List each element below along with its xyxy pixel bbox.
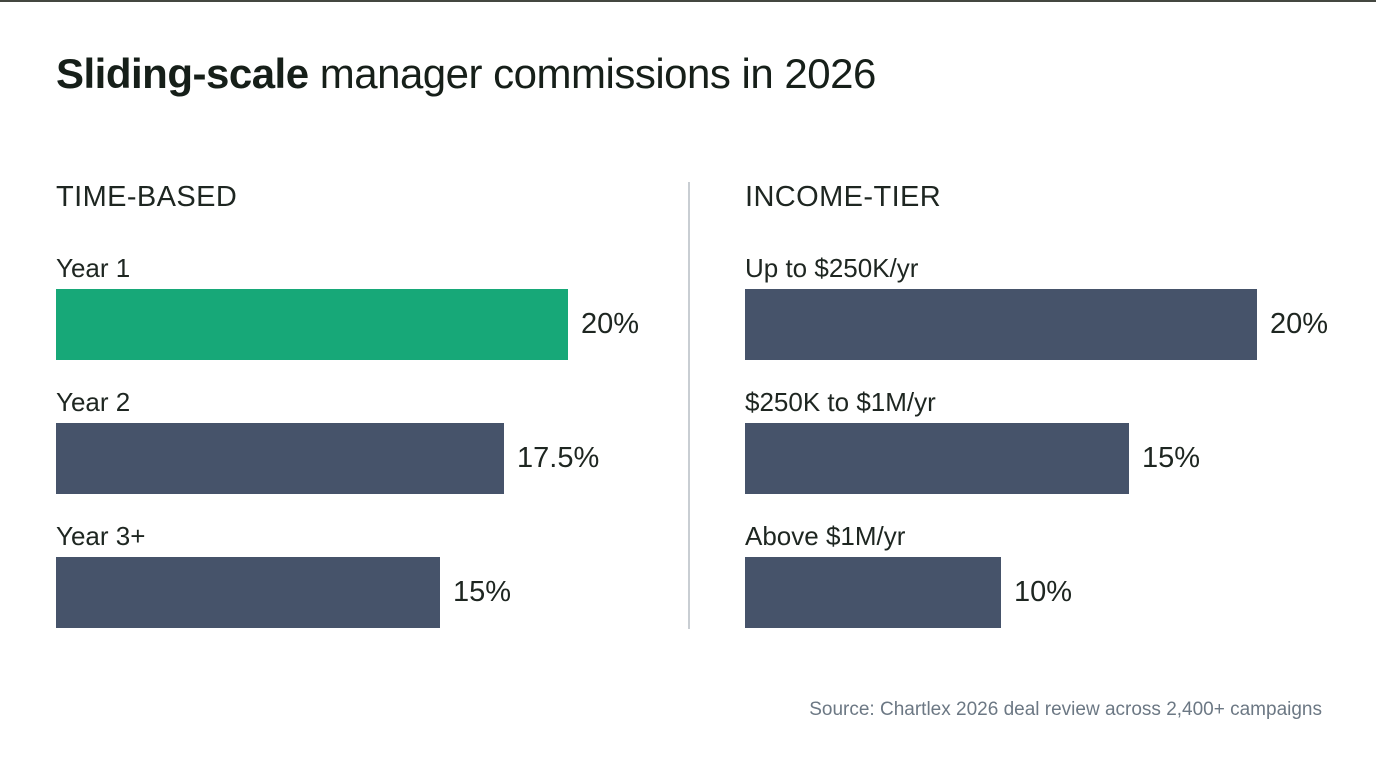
bar-row: Year 1 20% (56, 253, 676, 360)
row-label-up-to-250k: Up to $250K/yr (745, 253, 919, 283)
source-caption: Source: Chartlex 2026 deal review across… (809, 699, 1322, 720)
panel-header-income-tier: INCOME-TIER (745, 181, 942, 213)
panel-divider (688, 182, 690, 629)
bar-value-year-2: 17.5% (517, 442, 600, 474)
bar-row: Year 3+ 15% (56, 521, 676, 628)
row-label-250k-to-1m: $250K to $1M/yr (745, 387, 936, 417)
row-label-year-2: Year 2 (56, 387, 131, 417)
bar-250k-to-1m (745, 423, 1129, 494)
bar-value-above-1m: 10% (1014, 576, 1073, 608)
bar-above-1m (745, 557, 1001, 628)
bar-value-250k-to-1m: 15% (1142, 442, 1201, 474)
row-label-year-1: Year 1 (56, 253, 131, 283)
bar-year-3plus (56, 557, 440, 628)
row-label-year-3plus: Year 3+ (56, 521, 146, 551)
bar-value-year-1: 20% (581, 308, 640, 340)
bar-value-year-3plus: 15% (453, 576, 512, 608)
top-edge-line (0, 0, 1376, 2)
page-title-emphasis: Sliding-scale (56, 50, 309, 97)
row-label-above-1m: Above $1M/yr (745, 521, 906, 551)
page-title: Sliding-scale manager commissions in 202… (56, 50, 876, 98)
panel-income-tier: INCOME-TIER Up to $250K/yr 20% $250K to … (745, 180, 1365, 628)
bar-line: 15% (745, 423, 1365, 494)
bar-value-up-to-250k: 20% (1270, 308, 1329, 340)
bar-row: Above $1M/yr 10% (745, 521, 1365, 628)
bar-year-1 (56, 289, 568, 360)
bar-row: Up to $250K/yr 20% (745, 253, 1365, 360)
bar-row: Year 2 17.5% (56, 387, 676, 494)
bar-line: 20% (745, 289, 1365, 360)
panel-header-time-based: TIME-BASED (56, 181, 238, 213)
bar-line: 10% (745, 557, 1365, 628)
bar-line: 15% (56, 557, 676, 628)
bar-line: 20% (56, 289, 676, 360)
bar-year-2 (56, 423, 504, 494)
bar-line: 17.5% (56, 423, 676, 494)
bar-up-to-250k (745, 289, 1257, 360)
page-title-rest: manager commissions in 2026 (308, 50, 877, 97)
bar-row: $250K to $1M/yr 15% (745, 387, 1365, 494)
panel-time-based: TIME-BASED Year 1 20% Year 2 17.5% Year … (56, 180, 676, 628)
